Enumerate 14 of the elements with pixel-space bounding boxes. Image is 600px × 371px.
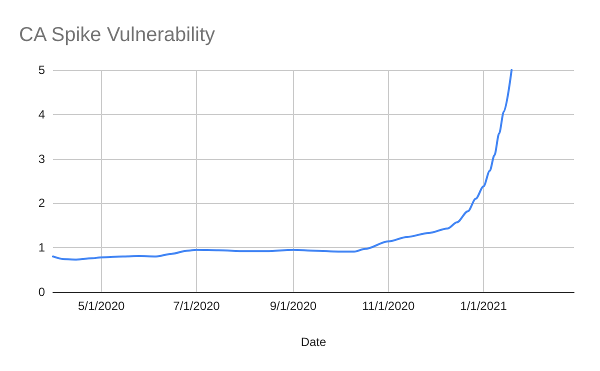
line-series <box>52 69 513 261</box>
x-tick-label: 11/1/2020 <box>362 299 415 313</box>
x-tick-label: 5/1/2020 <box>78 299 126 313</box>
y-tick-label: 3 <box>38 152 46 166</box>
y-tick-label: 0 <box>38 285 46 299</box>
x-axis-title: Date <box>300 335 326 349</box>
y-tick-label: 4 <box>38 107 46 122</box>
y-tick-label: 1 <box>38 240 46 255</box>
x-tick-label: 7/1/2020 <box>173 299 220 313</box>
y-tick-label: 2 <box>38 196 46 210</box>
x-tick-label: 9/1/2020 <box>270 299 317 313</box>
x-tick-label: 1/1/2021 <box>460 299 508 313</box>
y-tick-label: 5 <box>38 63 46 77</box>
chart-title: CA Spike Vulnerability <box>19 24 216 46</box>
